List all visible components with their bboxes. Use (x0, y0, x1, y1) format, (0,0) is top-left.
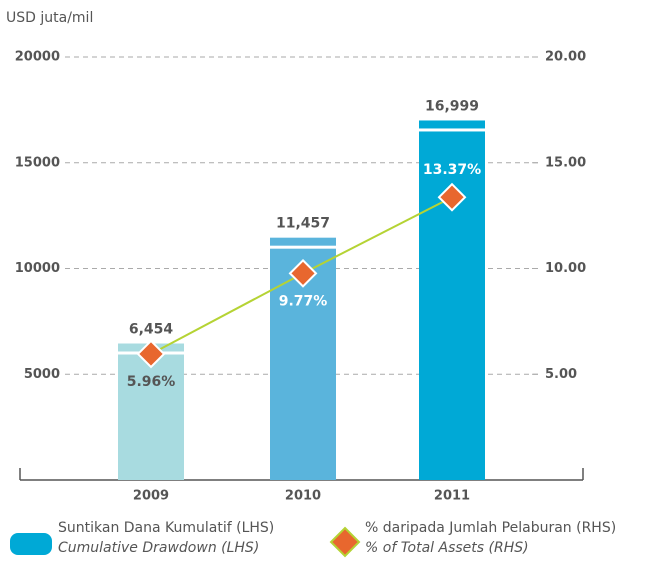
line-marker (288, 258, 318, 288)
y-tick-label: 20000 (15, 50, 60, 65)
y2-tick-label: 15.00 (545, 155, 586, 170)
line-marker (437, 182, 467, 212)
bar (419, 120, 485, 480)
legend-swatch (329, 526, 361, 558)
y-tick-label: 10000 (15, 261, 60, 276)
bar-value-label: 16,999 (425, 98, 479, 114)
x-tick-label: 2009 (133, 489, 169, 504)
legend-label: % of Total Assets (RHS) (365, 540, 529, 556)
legend-label: Cumulative Drawdown (LHS) (58, 540, 259, 556)
y-tick-label: 15000 (15, 155, 60, 170)
y-axis-label: USD juta/mil (6, 10, 93, 26)
line-value-label: 13.37% (423, 162, 481, 178)
bar-value-label: 6,454 (129, 321, 174, 337)
bar-stripe (419, 128, 485, 132)
legend-label: % daripada Jumlah Pelaburan (RHS) (365, 520, 616, 536)
legend-swatch (10, 533, 52, 555)
y2-tick-label: 10.00 (545, 261, 586, 276)
x-tick-label: 2010 (285, 489, 321, 504)
bar-value-label: 11,457 (276, 216, 330, 232)
y2-tick-label: 20.00 (545, 50, 586, 65)
x-tick-label: 2011 (434, 489, 470, 504)
legend-label: Suntikan Dana Kumulatif (LHS) (58, 520, 274, 536)
y2-tick-label: 5.00 (545, 367, 577, 382)
line-value-label: 5.96% (127, 374, 176, 390)
bar-stripe (270, 245, 336, 249)
y-tick-label: 5000 (24, 367, 60, 382)
line-marker (136, 339, 166, 369)
line-value-label: 9.77% (279, 293, 328, 309)
